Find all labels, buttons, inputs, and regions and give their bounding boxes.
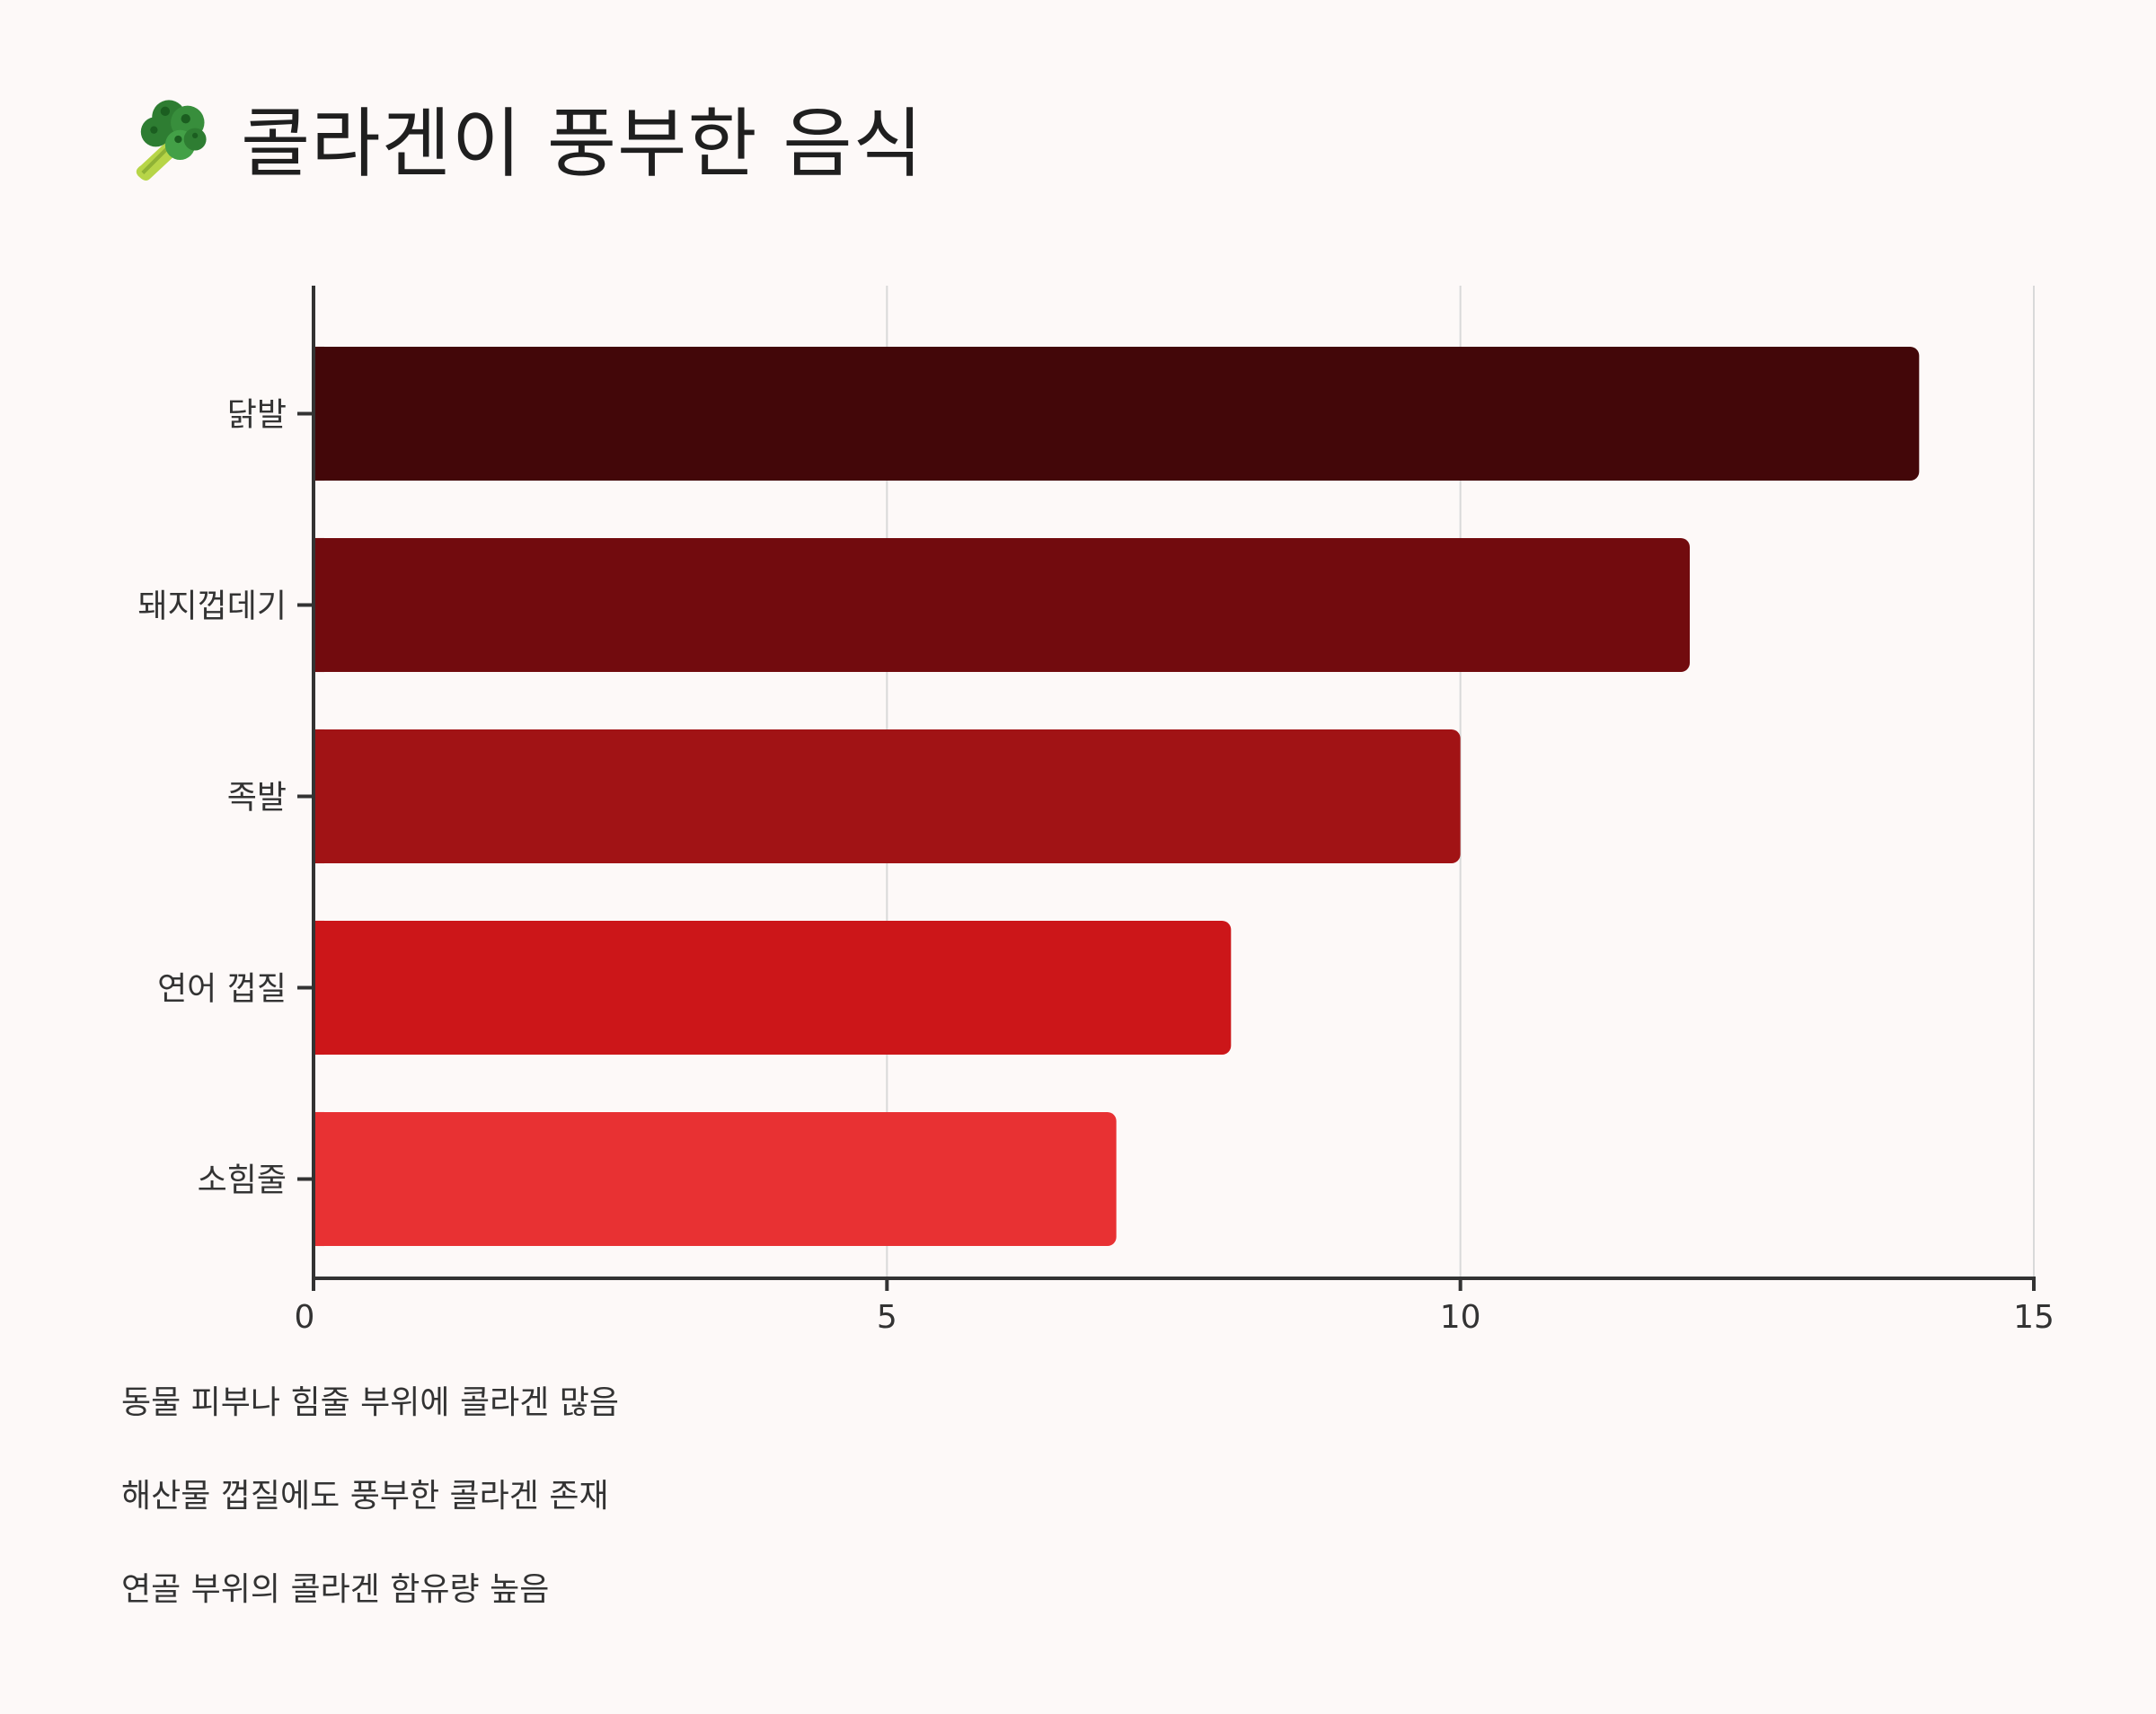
- bars: [314, 346, 1920, 1247]
- bar-edge: [314, 1111, 324, 1247]
- notes-list: 동물 피부나 힘줄 부위에 콜라겐 많음 해산물 껍질에도 풍부한 콜라겐 존재…: [121, 1374, 619, 1655]
- axes: [297, 286, 2036, 1291]
- y-tick-label: 족발: [227, 780, 287, 817]
- bar: [314, 537, 1690, 673]
- bar: [314, 346, 1920, 482]
- bar-edge: [314, 920, 324, 1056]
- bar-edge: [314, 346, 324, 482]
- note-item: 연골 부위의 콜라겐 함유량 높음: [121, 1571, 550, 1608]
- broccoli-icon: [136, 100, 207, 181]
- x-tick-label: 5: [877, 1299, 897, 1336]
- bar-edge: [314, 729, 324, 864]
- y-tick-label: 소힘줄: [198, 1162, 287, 1199]
- y-tick-label: 돼지껍데기: [137, 588, 287, 625]
- bar: [314, 1111, 1117, 1247]
- chart-title-text: 콜라겐이 풍부한 음식: [241, 99, 923, 188]
- x-tick-label: 0: [295, 1299, 315, 1336]
- bar: [314, 729, 1461, 864]
- bar-edge: [314, 537, 324, 673]
- bar: [314, 920, 1232, 1056]
- y-tick-label: 닭발: [227, 397, 287, 434]
- x-tick-label: 15: [2013, 1299, 2054, 1336]
- x-tick-label: 10: [1440, 1299, 1481, 1336]
- chart-title: 콜라겐이 풍부한 음식: [122, 88, 923, 188]
- y-tick-label: 연어 껍질: [157, 971, 287, 1008]
- note-item: 동물 피부나 힘줄 부위에 콜라겐 많음: [121, 1384, 620, 1421]
- note-item: 해산물 껍질에도 풍부한 콜라겐 존재: [121, 1478, 609, 1515]
